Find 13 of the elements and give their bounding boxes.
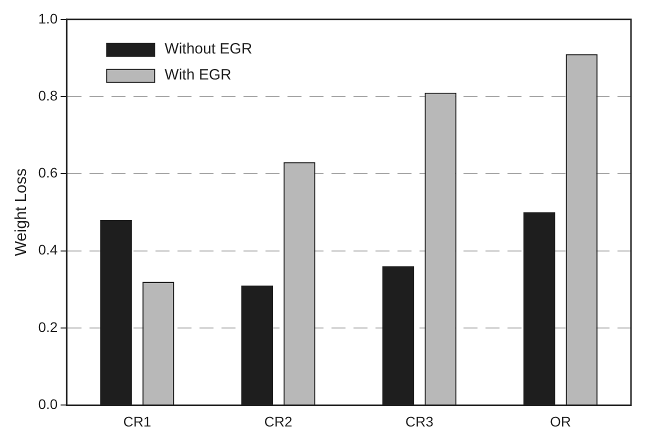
y-tick-label: 0.2 — [38, 318, 58, 335]
x-tick-label: OR — [550, 413, 571, 430]
legend-label: With EGR — [164, 66, 232, 84]
y-tick-label: 0.8 — [38, 87, 58, 104]
y-tick-label: 0.4 — [38, 242, 58, 258]
x-tick-label: CR2 — [264, 413, 292, 430]
y-tick-label: 0.0 — [38, 396, 58, 412]
x-tick-label: CR1 — [123, 413, 152, 430]
x-tick-label: CR3 — [405, 413, 434, 430]
y-tick-label: 0.6 — [38, 164, 58, 181]
y-tick-label: 1.0 — [38, 10, 58, 26]
legend-label: Without EGR — [164, 40, 252, 58]
y-axis-title: Weight Loss — [13, 168, 30, 256]
